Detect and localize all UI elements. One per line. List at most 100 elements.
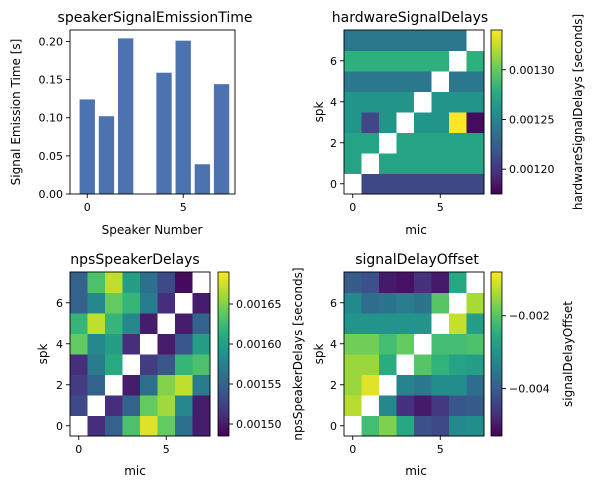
heatmap-cell [396, 415, 415, 437]
heatmap-cell [379, 313, 397, 334]
heatmap-cell [414, 415, 432, 437]
heatmap-cell [105, 272, 123, 293]
heatmap-cell [414, 71, 432, 92]
y-tick-label: 0.20 [39, 35, 64, 48]
heatmap-cell [87, 272, 106, 293]
heatmap-cell [140, 374, 158, 396]
heatmap-cell [87, 395, 106, 416]
heatmap-cell [70, 354, 88, 375]
colorbar [490, 29, 503, 195]
heatmap-cell [140, 272, 158, 293]
heatmap-cell [466, 272, 485, 293]
y-tick-label: 6 [330, 55, 337, 68]
bar-1 [98, 116, 115, 194]
heatmap-cell [70, 374, 88, 396]
heatmap-cell [192, 354, 211, 375]
y-tick-label: 6 [330, 297, 337, 310]
heatmap-cell [344, 132, 362, 154]
heatmap-cell [396, 153, 415, 174]
heatmap-cell [344, 71, 362, 92]
heatmap-cell [466, 395, 485, 416]
heatmap-cell [449, 415, 467, 437]
heatmap-cell [157, 415, 176, 437]
heatmap-cell [449, 292, 467, 314]
heatmap-cell [466, 292, 485, 314]
heatmap-cell [466, 30, 485, 51]
heatmap-cell [87, 313, 106, 334]
heatmap-cell [449, 313, 467, 334]
colorbar-tick-label: 0.00165 [236, 298, 282, 311]
heatmap-cell [379, 91, 397, 113]
heatmap-cell [70, 292, 88, 314]
colorbar-tick-label: −0.004 [509, 383, 550, 396]
heatmap-cell [431, 354, 450, 375]
heatmap-cell [396, 91, 415, 113]
bar-0 [79, 99, 95, 194]
heatmap-cell [344, 395, 362, 416]
colorbar-tick-group: 0.00120 0.00125 0.00130 [502, 64, 555, 176]
heatmap-cell [122, 415, 141, 437]
heatmap-cell [466, 374, 485, 396]
x-axis-label: mic [124, 464, 146, 478]
heatmap-cell [140, 354, 158, 375]
colorbar-label: npsSpeakerDelays [seconds] [291, 267, 305, 440]
y-tick-label: 2 [330, 137, 337, 150]
heatmap-cell [379, 415, 397, 437]
x-tick-label: 0 [84, 201, 91, 214]
heatmap-cell [122, 313, 141, 334]
colorbar-tick-label: 0.00155 [236, 378, 282, 391]
heatmap-cell [344, 30, 362, 51]
y-tick-group: 0 2 4 6 [330, 55, 344, 191]
heatmap-cell [122, 292, 141, 314]
colorbar-tick-label: 0.00160 [236, 338, 282, 351]
heatmap-cell [414, 395, 432, 416]
x-axis-label: Speaker Number [102, 223, 203, 237]
heatmap-cell [361, 91, 380, 113]
heatmap-cell [122, 272, 141, 293]
heatmap-cell [192, 374, 211, 396]
heatmap-cell [157, 292, 176, 314]
heatmap-cell [431, 112, 450, 133]
heatmap-cell [379, 374, 397, 396]
y-axis-label: Signal Emission Time [s] [9, 39, 23, 186]
heatmap-cell [140, 415, 158, 437]
heatmap-cell [414, 313, 432, 334]
heatmap-cell [431, 132, 450, 154]
heatmap-cell [431, 173, 450, 195]
heatmap-cell [396, 50, 415, 72]
plot-frame [69, 271, 211, 437]
heatmap-cell [344, 173, 362, 195]
chart-title: npsSpeakerDelays [70, 252, 199, 268]
plot-frame [343, 271, 485, 437]
heatmap-cell [70, 272, 88, 293]
heatmap-cell [466, 173, 485, 195]
y-tick-label: 2 [330, 379, 337, 392]
colorbar-tick-group: 0.00150 0.00155 0.00160 0.00165 [229, 298, 282, 431]
x-tick-label: 5 [163, 443, 170, 456]
colorbar-tick-label: 0.00130 [509, 64, 555, 77]
heatmap-cell [344, 374, 362, 396]
bar-7 [213, 84, 230, 194]
heatmap-cell [344, 91, 362, 113]
heatmap-cell [396, 71, 415, 92]
heatmap-cell [379, 292, 397, 314]
heatmap-cell [379, 354, 397, 375]
heatmap-cell [175, 292, 193, 314]
heatmap-cell [414, 292, 432, 314]
heatmap-cell [87, 292, 106, 314]
y-tick-label: 0.05 [39, 150, 64, 163]
heatmap-cell [431, 292, 450, 314]
heatmap-cell [414, 132, 432, 154]
heatmap-cell [449, 374, 467, 396]
heatmap-cell [431, 313, 450, 334]
heatmap-cell [414, 50, 432, 72]
heatmap-cell [344, 333, 362, 355]
y-tick-label: 2 [56, 379, 63, 392]
y-tick-label: 0 [56, 420, 63, 433]
heatmap-cell [175, 354, 193, 375]
x-tick-label: 0 [349, 443, 356, 456]
heatmap-cell [414, 173, 432, 195]
heatmap-cell [466, 354, 485, 375]
